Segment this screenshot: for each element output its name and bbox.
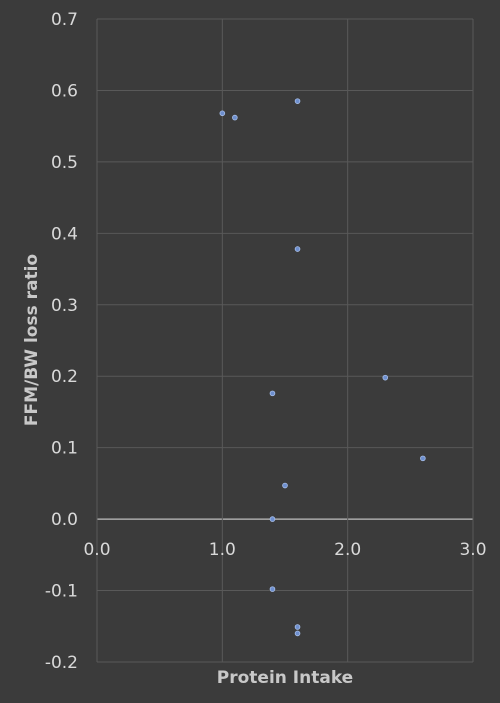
- data-point: [420, 455, 426, 462]
- x-axis-ticks: 0.0 1.0 2.0 3.0: [83, 540, 486, 560]
- x-tick-label: 3.0: [459, 540, 486, 560]
- gridlines: [96, 18, 474, 663]
- y-tick-label: 0.5: [51, 153, 78, 173]
- y-axis-title: FFM/BW loss ratio: [22, 254, 42, 426]
- y-tick-label: 0.2: [51, 367, 78, 387]
- data-point: [382, 374, 389, 381]
- x-axis-title: Protein Intake: [217, 668, 353, 688]
- y-tick-label: 0.7: [51, 10, 78, 30]
- data-point: [294, 98, 301, 104]
- data-point: [269, 390, 276, 397]
- y-axis-ticks: -0.2 -0.1 0.0 0.1 0.2 0.3 0.4 0.5 0.6 0.7: [45, 10, 78, 673]
- y-tick-label: 0.4: [51, 224, 78, 244]
- y-tick-label: -0.2: [45, 653, 78, 673]
- data-point: [232, 114, 238, 121]
- data-point: [269, 586, 276, 592]
- y-tick-label: 0.1: [51, 439, 78, 459]
- data-points: [219, 98, 426, 637]
- y-tick-label: 0.6: [51, 81, 78, 101]
- data-point: [294, 624, 301, 630]
- data-point: [294, 630, 301, 637]
- x-tick-label: 2.0: [334, 540, 361, 560]
- y-tick-label: 0.0: [51, 510, 78, 530]
- data-point: [269, 516, 276, 522]
- data-point: [282, 482, 288, 489]
- x-tick-label: 0.0: [83, 540, 110, 560]
- y-tick-label: 0.3: [51, 296, 78, 316]
- x-tick-label: 1.0: [209, 540, 236, 560]
- data-point: [219, 110, 226, 117]
- y-tick-label: -0.1: [45, 582, 78, 602]
- data-point: [294, 246, 301, 252]
